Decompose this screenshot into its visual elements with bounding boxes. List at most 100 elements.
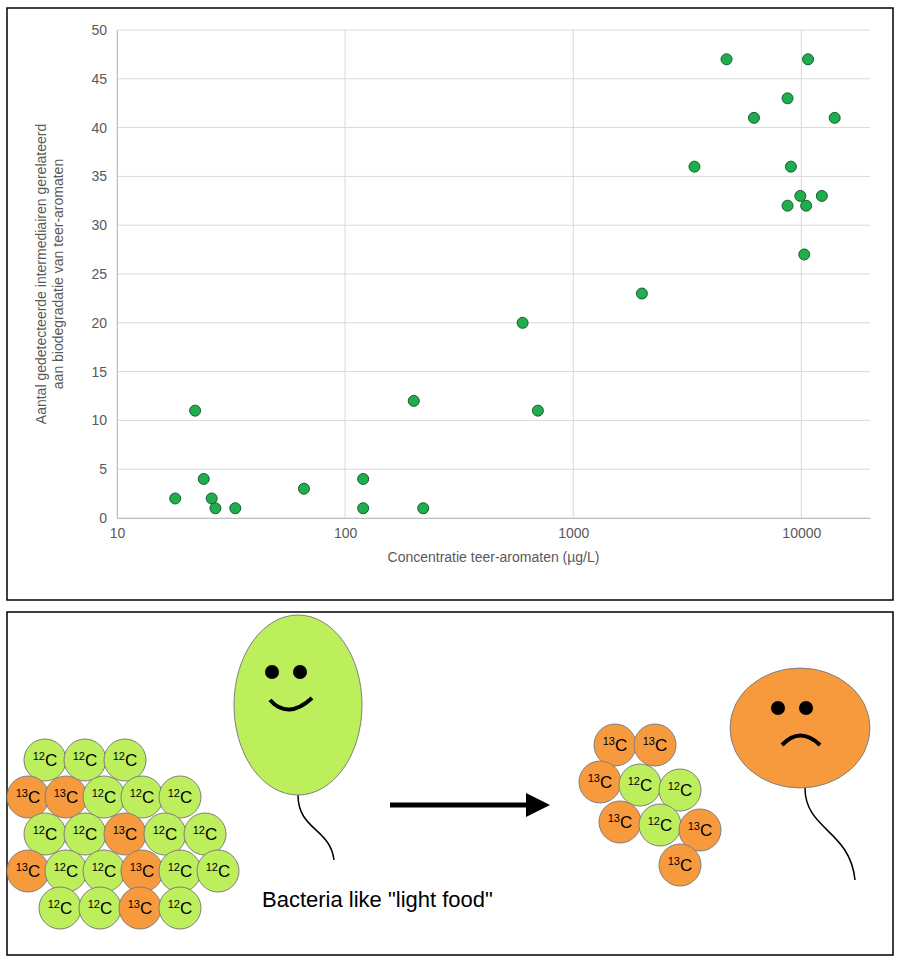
grid-line bbox=[117, 176, 870, 177]
isotope-mass: 12 bbox=[130, 787, 142, 799]
isotope-element: C bbox=[85, 825, 97, 844]
light-carbon bbox=[64, 813, 106, 855]
isotope-element: C bbox=[104, 788, 116, 807]
isotope-label: 12C bbox=[92, 787, 117, 807]
light-carbon bbox=[24, 739, 66, 781]
light-carbon bbox=[197, 850, 239, 892]
point bbox=[298, 483, 309, 494]
isotope-mass: 12 bbox=[648, 815, 660, 827]
point bbox=[636, 288, 647, 299]
grid-line bbox=[117, 30, 870, 31]
page: 1010010001000005101520253035404550Concen… bbox=[0, 0, 901, 960]
y-tick-label: 25 bbox=[91, 266, 107, 282]
isotope-label: 13C bbox=[643, 735, 668, 755]
isotope-label: 12C bbox=[153, 824, 178, 844]
y-tick: 50 bbox=[91, 22, 117, 38]
grid-line bbox=[117, 322, 870, 323]
isotope-element: C bbox=[180, 899, 192, 918]
isotope-mass: 12 bbox=[168, 898, 180, 910]
isotope-label: 12C bbox=[206, 861, 231, 881]
flagellum bbox=[805, 788, 855, 880]
y-tick: 45 bbox=[91, 71, 117, 87]
heavy-carbon bbox=[599, 801, 641, 843]
x-tick: 10 bbox=[110, 518, 126, 541]
y-tick: 30 bbox=[91, 217, 117, 233]
y-axis-title: Aantal gedetecteerde intermediairen gere… bbox=[33, 124, 66, 424]
heavy-carbon bbox=[579, 761, 621, 803]
heavy-carbon bbox=[121, 850, 163, 892]
grid-line bbox=[117, 420, 870, 421]
frown bbox=[782, 736, 820, 746]
isotope-mass: 12 bbox=[73, 824, 85, 836]
isotope-label: 13C bbox=[668, 855, 693, 875]
isotope-element: C bbox=[66, 862, 78, 881]
isotope-label: 13C bbox=[130, 861, 155, 881]
cell bbox=[730, 668, 870, 788]
point bbox=[230, 503, 241, 514]
cell bbox=[234, 615, 362, 795]
isotope-mass: 12 bbox=[73, 750, 85, 762]
food-before: 12C12C12C13C13C12C12C12C12C12C13C12C12C1… bbox=[7, 739, 239, 929]
grid-line bbox=[117, 30, 118, 518]
point bbox=[721, 54, 732, 65]
heavy-carbon bbox=[659, 844, 701, 886]
eye bbox=[799, 701, 813, 715]
isotope-element: C bbox=[620, 813, 632, 832]
isotope-mass: 12 bbox=[113, 750, 125, 762]
isotope-mass: 13 bbox=[688, 820, 700, 832]
x-axis-line bbox=[118, 518, 871, 519]
isotope-label: 12C bbox=[648, 815, 673, 835]
point bbox=[816, 190, 827, 201]
isotope-element: C bbox=[28, 788, 40, 807]
isotope-element: C bbox=[142, 788, 154, 807]
y-tick: 5 bbox=[99, 461, 117, 477]
y-tick-label: 45 bbox=[91, 71, 107, 87]
isotope-label: 12C bbox=[92, 861, 117, 881]
isotope-mass: 12 bbox=[33, 824, 45, 836]
isotope-label: 12C bbox=[73, 750, 98, 770]
point bbox=[689, 161, 700, 172]
light-carbon bbox=[639, 804, 681, 846]
isotope-element: C bbox=[205, 825, 217, 844]
heavy-carbon bbox=[7, 850, 49, 892]
isotope-mass: 12 bbox=[92, 787, 104, 799]
isotope-mass: 13 bbox=[130, 861, 142, 873]
x-tick: 10000 bbox=[782, 518, 821, 541]
heavy-carbon bbox=[104, 813, 146, 855]
y-tick-label: 15 bbox=[91, 364, 107, 380]
light-carbon bbox=[619, 764, 661, 806]
y-tick-label: 10 bbox=[91, 412, 107, 428]
points bbox=[170, 54, 840, 514]
light-carbon bbox=[144, 813, 186, 855]
point bbox=[190, 405, 201, 416]
light-carbon bbox=[79, 887, 121, 929]
isotope-label: 12C bbox=[113, 750, 138, 770]
point bbox=[532, 405, 543, 416]
grid-line bbox=[117, 127, 870, 128]
light-carbon bbox=[64, 739, 106, 781]
isotope-label: 12C bbox=[48, 898, 73, 918]
isotope-label: 13C bbox=[608, 812, 633, 832]
isotope-mass: 12 bbox=[168, 861, 180, 873]
sad-bacterium bbox=[730, 668, 870, 880]
grid-line bbox=[117, 274, 870, 275]
isotope-mass: 12 bbox=[668, 780, 680, 792]
isotope-mass: 12 bbox=[48, 898, 60, 910]
isotope-mass: 12 bbox=[88, 898, 100, 910]
isotope-element: C bbox=[615, 736, 627, 755]
y-tick: 35 bbox=[91, 168, 117, 184]
isotope-element: C bbox=[66, 788, 78, 807]
isotope-element: C bbox=[125, 751, 137, 770]
food-after: 13C13C13C12C12C13C12C13C13C bbox=[579, 724, 721, 886]
light-carbon bbox=[45, 850, 87, 892]
isotope-label: 12C bbox=[73, 824, 98, 844]
y-axis-title-line: Aantal gedetecteerde intermediairen gere… bbox=[33, 124, 49, 424]
heavy-carbon bbox=[7, 776, 49, 818]
point bbox=[170, 493, 181, 504]
y-tick-label: 0 bbox=[99, 510, 107, 526]
arrow-head bbox=[526, 793, 550, 817]
point bbox=[198, 473, 209, 484]
grid-line bbox=[801, 30, 802, 518]
arrow bbox=[390, 793, 550, 817]
isotope-element: C bbox=[140, 899, 152, 918]
